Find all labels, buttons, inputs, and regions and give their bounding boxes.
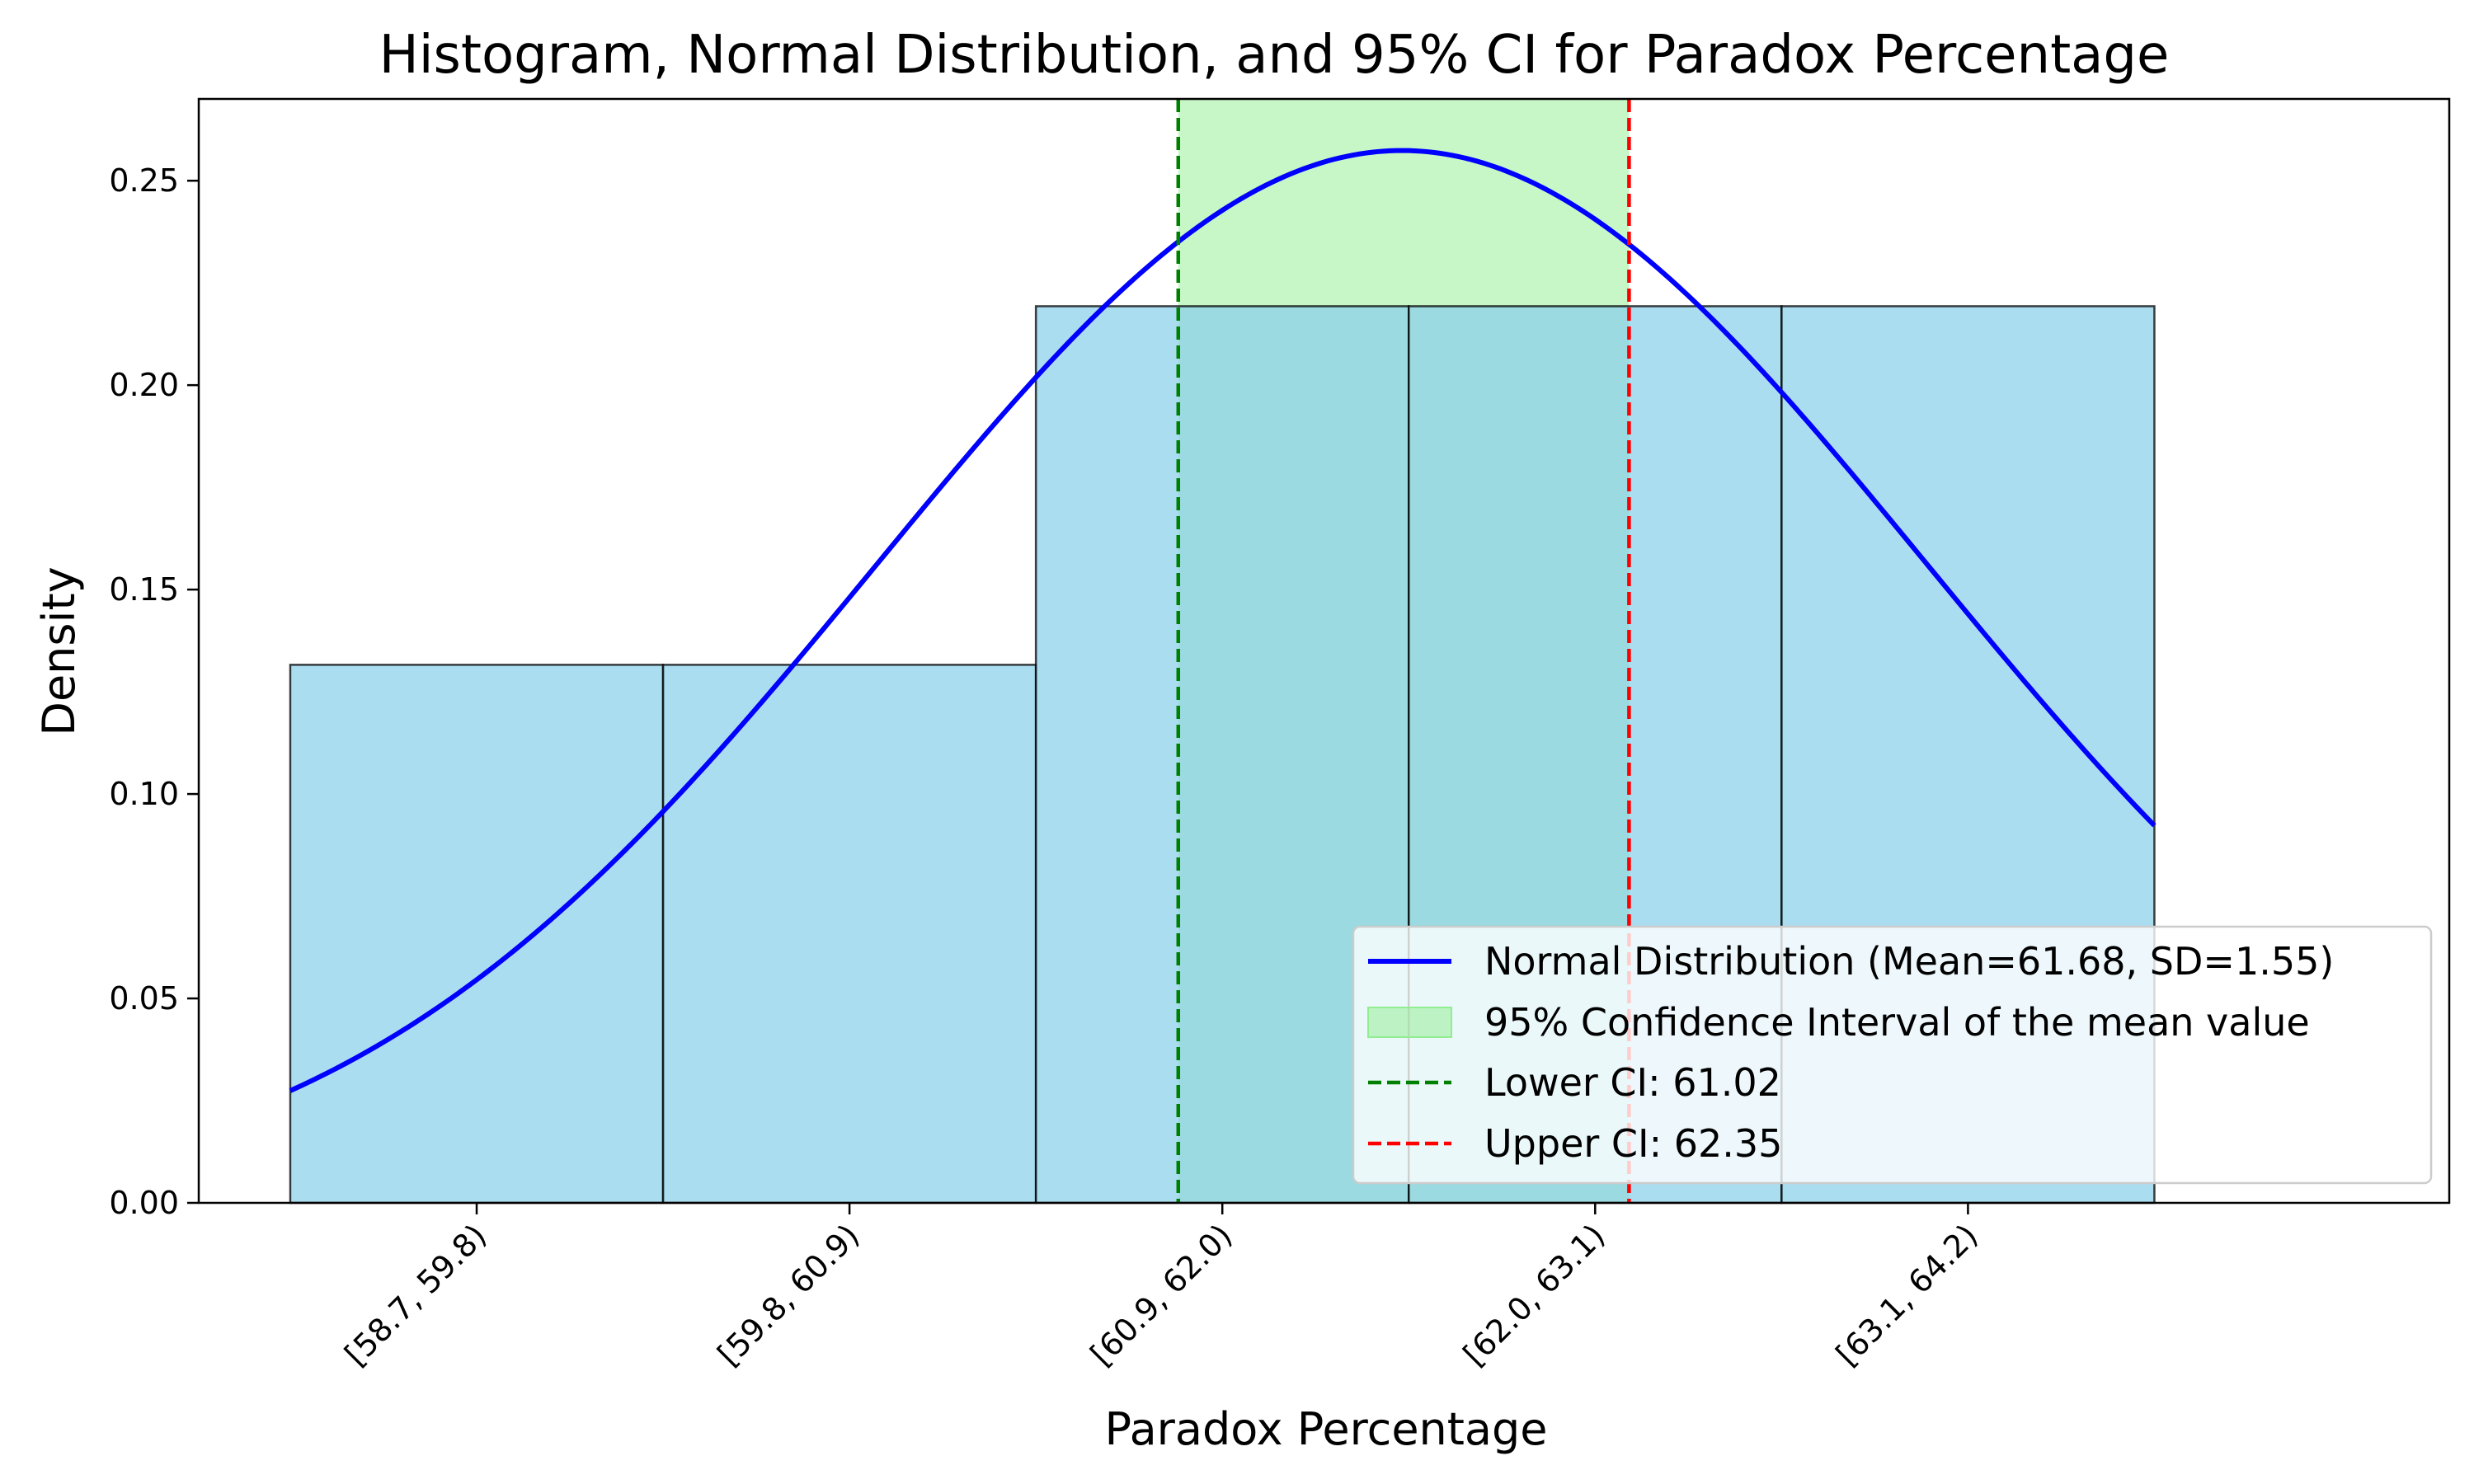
y-tick-label: 0.00 xyxy=(109,1185,179,1221)
legend-lower-ci-label: Lower CI: 61.02 xyxy=(1484,1060,1781,1105)
histogram-bar-2 xyxy=(661,664,1037,1205)
y-tick-label: 0.10 xyxy=(109,776,179,812)
y-axis-label: Density xyxy=(33,566,85,735)
x-axis-label: Paradox Percentage xyxy=(1104,1403,1547,1455)
histogram-bar-3 xyxy=(1034,305,1410,1205)
legend-normal-label: Normal Distribution (Mean=61.68, SD=1.55… xyxy=(1484,939,2334,984)
legend: Normal Distribution (Mean=61.68, SD=1.55… xyxy=(1352,925,2433,1185)
chart-title: Histogram, Normal Distribution, and 95% … xyxy=(379,25,2170,86)
y-axis: 0.00 0.05 0.10 0.15 0.20 0.25 xyxy=(109,162,199,1221)
legend-ci-swatch xyxy=(1367,1007,1452,1038)
y-tick-label: 0.25 xyxy=(109,162,179,199)
legend-ci-label: 95% Confidence Interval of the mean valu… xyxy=(1484,1000,2310,1045)
legend-box xyxy=(1352,925,2433,1185)
plot-frame xyxy=(197,97,2451,1205)
y-tick-label: 0.15 xyxy=(109,571,179,608)
y-tick-label: 0.05 xyxy=(109,980,179,1017)
histogram-bar-1 xyxy=(289,664,665,1205)
normal-distribution-curve xyxy=(289,148,2157,1093)
legend-upper-ci-label: Upper CI: 62.35 xyxy=(1484,1121,1782,1166)
y-tick-label: 0.20 xyxy=(109,367,179,403)
